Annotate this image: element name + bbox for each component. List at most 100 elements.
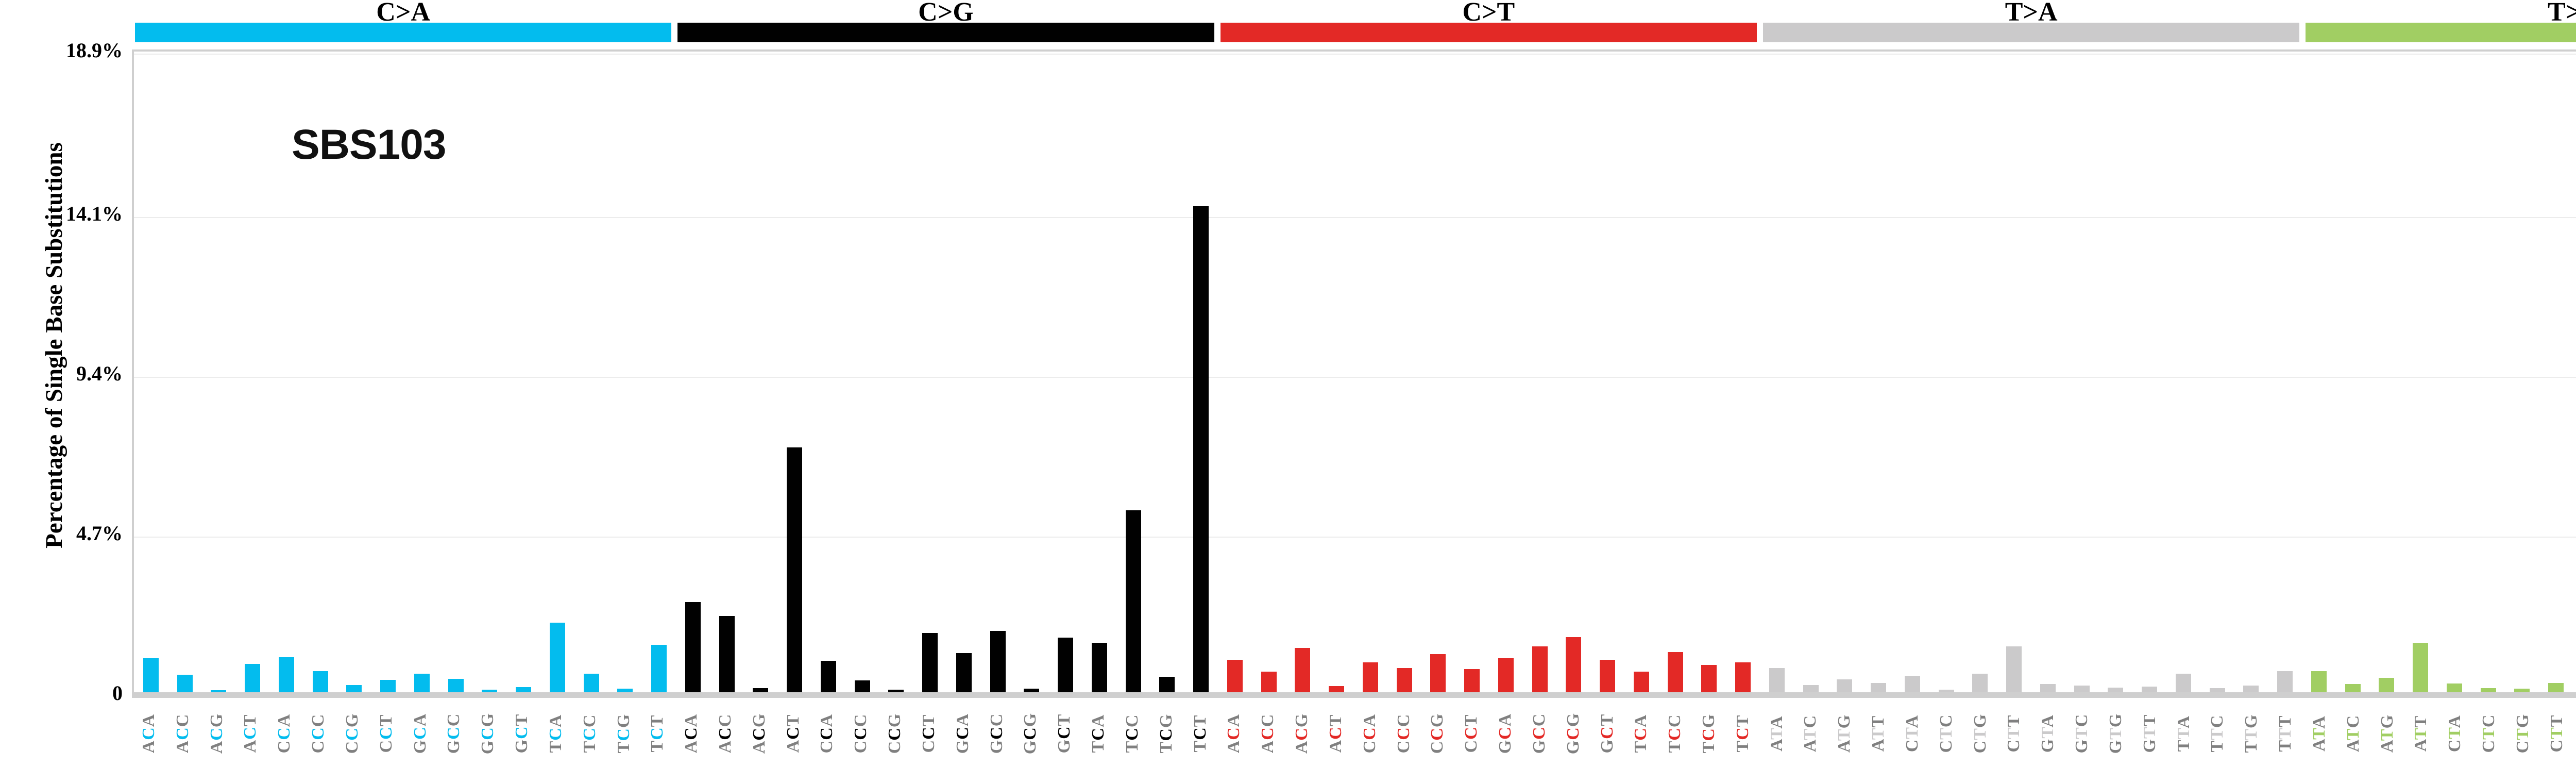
bar-C-to-T-ACG[interactable] — [1295, 648, 1311, 692]
bar-cell[interactable] — [337, 52, 371, 692]
bar-cell[interactable] — [1861, 52, 1895, 692]
bar-cell[interactable] — [608, 52, 642, 692]
bar-cell[interactable] — [2505, 52, 2539, 692]
bar-cell[interactable] — [879, 52, 913, 692]
bar-cell[interactable] — [2403, 52, 2437, 692]
bar-T-to-A-CTG[interactable] — [1972, 673, 1988, 692]
bar-T-to-C-CTT[interactable] — [2548, 682, 2564, 692]
bar-T-to-A-CTT[interactable] — [2006, 646, 2022, 692]
bar-T-to-A-TTG[interactable] — [2243, 685, 2259, 692]
bar-C-to-T-ACT[interactable] — [1329, 686, 1345, 692]
bar-cell[interactable] — [676, 52, 710, 692]
bar-T-to-C-CTA[interactable] — [2446, 683, 2462, 692]
bar-C-to-T-CCG[interactable] — [1430, 654, 1446, 692]
bar-C-to-G-GCG[interactable] — [1024, 689, 1040, 692]
bar-C-to-A-GCG[interactable] — [482, 690, 498, 692]
bar-cell[interactable] — [2573, 52, 2576, 692]
bar-cell[interactable] — [981, 52, 1015, 692]
bar-cell[interactable] — [2268, 52, 2302, 692]
bar-T-to-A-GTC[interactable] — [2074, 685, 2090, 692]
bar-C-to-T-GCT[interactable] — [1600, 660, 1616, 692]
bar-C-to-A-TCA[interactable] — [549, 622, 565, 692]
bar-cell[interactable] — [1523, 52, 1557, 692]
bar-cell[interactable] — [2099, 52, 2133, 692]
bar-cell[interactable] — [1048, 52, 1082, 692]
bar-C-to-G-ACC[interactable] — [719, 615, 735, 692]
bar-C-to-G-TCA[interactable] — [1091, 643, 1107, 692]
bar-cell[interactable] — [574, 52, 608, 692]
bar-C-to-T-TCA[interactable] — [1633, 672, 1649, 692]
bar-C-to-A-GCT[interactable] — [516, 687, 532, 692]
bar-cell[interactable] — [1489, 52, 1523, 692]
bar-T-to-A-TTC[interactable] — [2209, 688, 2225, 692]
bar-C-to-G-GCT[interactable] — [1058, 638, 1074, 692]
bar-C-to-T-GCC[interactable] — [1532, 646, 1548, 692]
bar-cell[interactable] — [845, 52, 879, 692]
bar-cell[interactable] — [1658, 52, 1692, 692]
bar-C-to-A-CCA[interactable] — [278, 657, 294, 692]
bar-T-to-A-TTA[interactable] — [2175, 673, 2191, 692]
bar-C-to-A-ACG[interactable] — [211, 690, 227, 692]
bar-C-to-G-TCC[interactable] — [1125, 510, 1141, 692]
bar-cell[interactable] — [1692, 52, 1726, 692]
bar-C-to-G-CCT[interactable] — [922, 632, 938, 692]
bar-T-to-C-ATC[interactable] — [2345, 683, 2361, 692]
bar-cell[interactable] — [777, 52, 811, 692]
bar-cell[interactable] — [1828, 52, 1862, 692]
bar-cell[interactable] — [2234, 52, 2268, 692]
bar-cell[interactable] — [710, 52, 744, 692]
bar-cell[interactable] — [269, 52, 303, 692]
bar-T-to-A-GTT[interactable] — [2142, 686, 2158, 692]
bar-cell[interactable] — [1184, 52, 1218, 692]
bar-T-to-A-ATA[interactable] — [1769, 668, 1785, 692]
bar-T-to-C-ATA[interactable] — [2311, 671, 2327, 692]
bar-C-to-T-CCT[interactable] — [1464, 669, 1480, 692]
bar-cell[interactable] — [134, 52, 168, 692]
bar-C-to-A-TCG[interactable] — [617, 689, 633, 692]
bar-cell[interactable] — [540, 52, 574, 692]
bar-C-to-T-TCG[interactable] — [1701, 665, 1717, 692]
bar-cell[interactable] — [1895, 52, 1929, 692]
bar-C-to-A-TCT[interactable] — [651, 644, 667, 692]
bar-cell[interactable] — [1624, 52, 1658, 692]
bar-C-to-T-CCA[interactable] — [1362, 662, 1378, 692]
bar-C-to-T-TCC[interactable] — [1667, 652, 1683, 692]
bar-T-to-A-ATT[interactable] — [1871, 682, 1887, 692]
bar-cell[interactable] — [2031, 52, 2065, 692]
bar-cell[interactable] — [303, 52, 337, 692]
bar-cell[interactable] — [371, 52, 405, 692]
bar-C-to-A-ACT[interactable] — [245, 664, 261, 692]
bar-cell[interactable] — [1319, 52, 1353, 692]
bar-cell[interactable] — [2437, 52, 2471, 692]
bar-T-to-C-ATG[interactable] — [2379, 678, 2395, 692]
bar-cell[interactable] — [1421, 52, 1455, 692]
bar-cell[interactable] — [439, 52, 473, 692]
bar-T-to-C-CTC[interactable] — [2480, 688, 2496, 692]
bar-cell[interactable] — [1726, 52, 1760, 692]
bar-cell[interactable] — [2166, 52, 2200, 692]
bar-cell[interactable] — [1252, 52, 1286, 692]
bar-C-to-G-CCC[interactable] — [854, 680, 870, 692]
bar-cell[interactable] — [1557, 52, 1591, 692]
bar-cell[interactable] — [1997, 52, 2031, 692]
bar-cell[interactable] — [1590, 52, 1624, 692]
bar-cell[interactable] — [1218, 52, 1252, 692]
bar-cell[interactable] — [405, 52, 439, 692]
bar-C-to-A-ACA[interactable] — [143, 658, 159, 692]
bar-C-to-A-TCC[interactable] — [583, 673, 599, 692]
bar-cell[interactable] — [744, 52, 778, 692]
bar-C-to-A-GCA[interactable] — [414, 673, 430, 692]
bar-C-to-A-CCT[interactable] — [380, 679, 396, 692]
bar-T-to-A-GTG[interactable] — [2108, 687, 2124, 692]
bar-cell[interactable] — [2200, 52, 2234, 692]
bar-C-to-T-ACC[interactable] — [1261, 672, 1277, 692]
bar-C-to-G-GCA[interactable] — [956, 653, 972, 692]
bar-cell[interactable] — [1353, 52, 1387, 692]
bar-C-to-G-TCG[interactable] — [1159, 677, 1175, 692]
bar-C-to-G-ACG[interactable] — [753, 688, 769, 692]
bar-C-to-T-GCG[interactable] — [1566, 637, 1582, 692]
bar-cell[interactable] — [1015, 52, 1049, 692]
bar-C-to-G-GCC[interactable] — [990, 631, 1006, 692]
bar-cell[interactable] — [811, 52, 845, 692]
bar-cell[interactable] — [473, 52, 507, 692]
